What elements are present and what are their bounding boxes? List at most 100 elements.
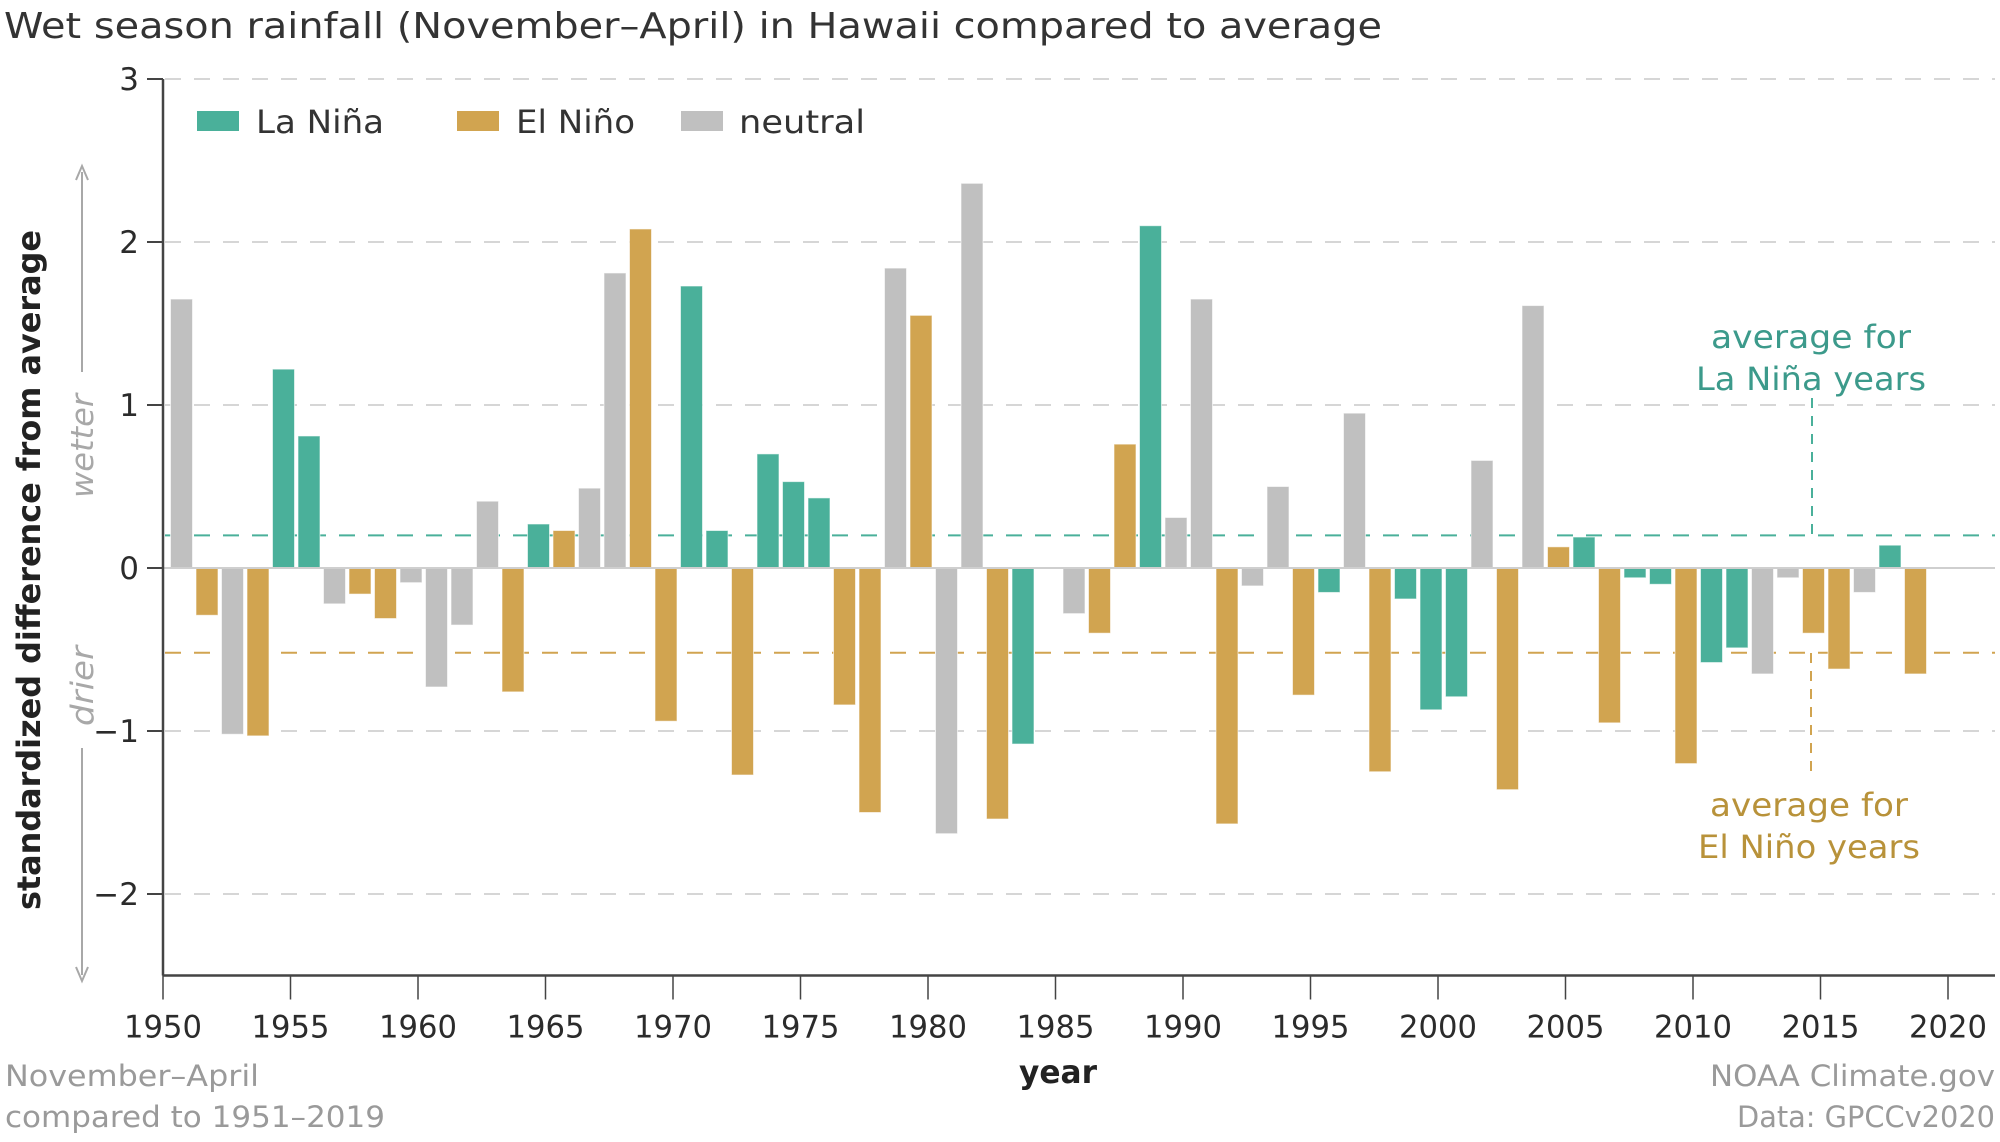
chart-title: Wet season rainfall (November–April) in … [4, 6, 1382, 47]
bar-2001 [1445, 567, 1468, 698]
x-axis-title: year [1019, 1053, 1097, 1091]
bar-2014 [1776, 567, 1800, 579]
lanina-average-annotation: average for La Niña years [1696, 318, 1926, 536]
x-tick-label: 1985 [1017, 1010, 1095, 1046]
wetter-label: wetter [65, 392, 101, 498]
legend-label-elnino: El Niño [516, 103, 635, 141]
bar-1971 [680, 285, 703, 569]
bar-1963 [476, 500, 499, 569]
legend-swatch-elnino [457, 111, 499, 131]
legend-label-lanina: La Niña [256, 103, 384, 141]
bar-1994 [1266, 486, 1290, 569]
legend-swatch-lanina [197, 111, 239, 131]
bar-1984 [1011, 567, 1035, 745]
bar-2008 [1623, 567, 1647, 579]
bar-1959 [374, 567, 397, 620]
bar-1999 [1394, 567, 1417, 600]
bar-1997 [1343, 412, 1366, 569]
x-tick-label: 1950 [124, 1010, 202, 1046]
bar-2011 [1700, 567, 1723, 664]
bar-1973 [731, 567, 754, 776]
elnino-average-label-line1: average for [1710, 786, 1909, 824]
bar-2002 [1470, 459, 1494, 569]
x-tick-label: 1990 [1144, 1010, 1222, 1046]
bar-1995 [1292, 567, 1315, 696]
bar-2009 [1649, 567, 1672, 585]
bar-2006 [1572, 536, 1596, 569]
bar-1977 [833, 567, 856, 706]
elnino-average-annotation: average for El Niño years [1698, 653, 1920, 866]
x-tick-label: 1960 [379, 1010, 457, 1046]
bar-1962 [450, 567, 474, 626]
legend: La Niña El Niño neutral [197, 103, 865, 141]
x-tick-label: 2005 [1527, 1010, 1605, 1046]
bar-1960 [399, 567, 423, 584]
y-tick-label: 2 [119, 225, 139, 261]
x-tick-label: 2015 [1782, 1010, 1860, 1046]
bar-1967 [578, 487, 601, 569]
bar-1991 [1190, 298, 1213, 569]
y-tick-label: 3 [119, 62, 139, 98]
bar-2015 [1802, 567, 1825, 634]
bars [170, 182, 1927, 835]
y-tick-label: −1 [93, 714, 139, 750]
credit-data-source: Data: GPCCv2020 [1737, 1100, 1995, 1134]
bar-1987 [1088, 567, 1111, 634]
bar-2012 [1725, 567, 1749, 649]
bar-1956 [297, 435, 321, 569]
bar-1969 [629, 228, 652, 569]
y-tick-label: −2 [93, 877, 139, 913]
x-tick-label: 2020 [1909, 1010, 1987, 1046]
bar-1951 [170, 298, 193, 569]
bar-2000 [1419, 567, 1443, 711]
bar-1992 [1215, 567, 1239, 825]
bar-2010 [1674, 567, 1698, 765]
drier-arrow-icon [75, 966, 89, 984]
footnote-period: November–April [5, 1059, 259, 1093]
bar-2003 [1496, 567, 1519, 791]
x-tick-label: 1965 [507, 1010, 585, 1046]
bar-1972 [705, 530, 729, 569]
bar-1961 [425, 567, 448, 688]
bar-1996 [1317, 567, 1341, 593]
bar-2017 [1853, 567, 1876, 593]
bar-1955 [272, 368, 295, 569]
bar-1989 [1139, 225, 1162, 569]
x-tick-label: 1995 [1272, 1010, 1350, 1046]
bar-1958 [348, 567, 372, 595]
bar-1988 [1113, 443, 1137, 569]
elnino-average-label-line2: El Niño years [1698, 828, 1920, 866]
x-tick-label: 1980 [889, 1010, 967, 1046]
bar-2007 [1598, 567, 1621, 724]
bar-1957 [323, 567, 346, 605]
bar-1986 [1062, 567, 1086, 615]
footnote-baseline: compared to 1951–2019 [5, 1100, 385, 1134]
bar-1965 [527, 523, 550, 569]
bar-2005 [1547, 546, 1570, 569]
gridlines [165, 78, 1995, 895]
bar-1954 [246, 567, 270, 737]
direction-indicator: wetter drier [65, 163, 101, 984]
bar-1983 [986, 567, 1009, 820]
bar-2019 [1904, 567, 1927, 675]
y-tick-label: 0 [119, 551, 139, 587]
bar-1980 [909, 314, 933, 569]
bar-1976 [807, 497, 831, 569]
bar-1974 [756, 453, 780, 569]
bar-1970 [654, 567, 678, 722]
y-axis-title: standardized difference from average [10, 230, 48, 910]
x-tick-label: 2000 [1399, 1010, 1477, 1046]
wetter-arrow-icon [75, 163, 89, 181]
bar-2013 [1751, 567, 1774, 675]
legend-swatch-neutral [681, 111, 723, 131]
bar-1953 [221, 567, 244, 735]
bar-2018 [1878, 544, 1902, 569]
bar-1998 [1368, 567, 1392, 773]
bar-2016 [1827, 567, 1851, 670]
bar-1981 [935, 567, 958, 835]
bar-1966 [552, 530, 576, 569]
axes [147, 78, 1995, 1000]
bar-1993 [1241, 567, 1264, 587]
x-tick-label: 1970 [634, 1010, 712, 1046]
